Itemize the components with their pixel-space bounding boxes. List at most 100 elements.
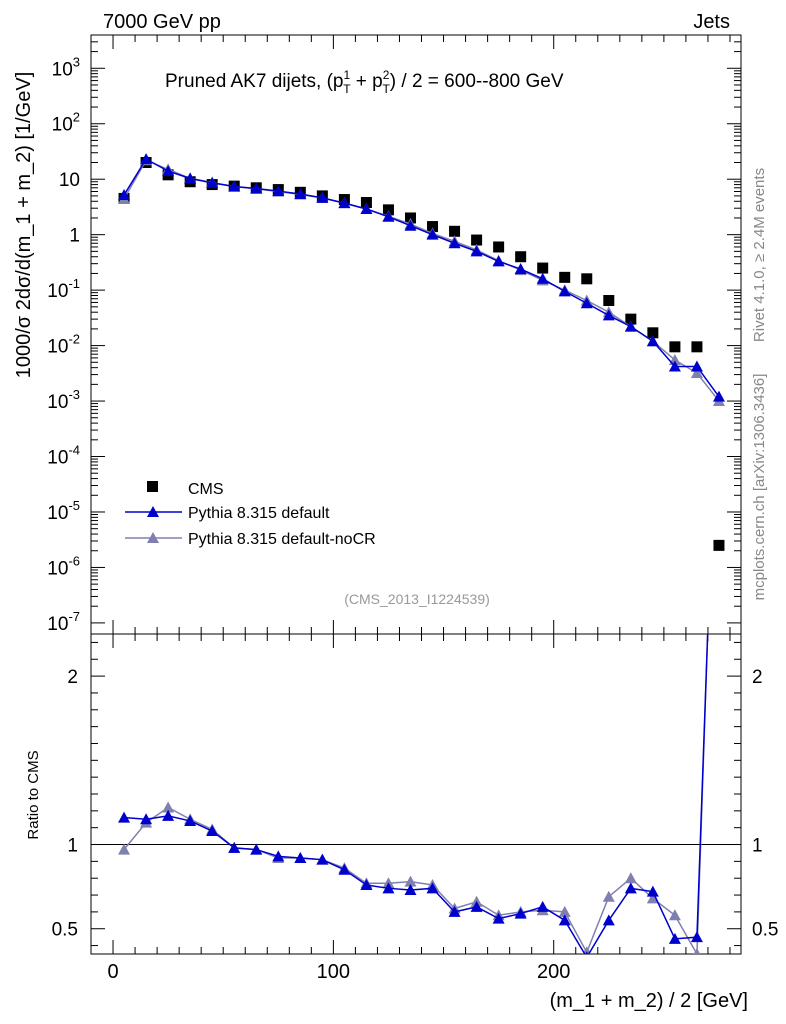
cms-data-point (581, 273, 593, 285)
main-y-axis-label: 1000/σ 2dσ/d(m_1 + m_2) [1/GeV] (13, 72, 35, 379)
mc-point-default (558, 285, 571, 297)
ratio-y-tick-label-right: 2 (752, 667, 763, 688)
mc-point-default (690, 360, 703, 372)
ratio-point-default (118, 811, 131, 823)
mc-point-default (316, 191, 329, 203)
ratio-point-default (690, 931, 703, 943)
cms-data-point (691, 341, 703, 353)
ratio-marks (118, 634, 709, 954)
cms-data-point (449, 225, 461, 237)
ratio-point-default (382, 882, 395, 894)
legend-label-default: Pythia 8.315 default (188, 505, 330, 522)
mc-point-default (646, 335, 659, 347)
y-tick-label: 10-6 (47, 553, 80, 579)
ratio-point-default (646, 885, 659, 897)
mc-point-default (206, 176, 219, 188)
ratio-point-nocr (118, 843, 131, 855)
category-label: Jets (693, 11, 730, 33)
ratio-point-default (272, 850, 285, 862)
ratio-line-default (123, 634, 709, 954)
ratio-point-nocr (646, 892, 659, 904)
cms-data-point (713, 539, 725, 551)
mc-point-default (580, 297, 593, 309)
ratio-point-default (250, 843, 263, 855)
axes-layer: 0 100 20010-710-610-510-410-310-210-111010… (47, 35, 778, 983)
legend-marker-default (147, 506, 159, 517)
x-axis-label: (m_1 + m_2) / 2 [GeV] (550, 990, 748, 1012)
ratio-point-default (624, 882, 637, 894)
ratio-point-default (140, 813, 153, 825)
mcplots-label: mcplots.cern.ch [arXiv:1306.3436] (751, 374, 768, 601)
ratio-point-nocr (162, 801, 175, 813)
ratio-point-nocr (582, 946, 591, 954)
mc-point-default (536, 272, 549, 284)
ratio-y-tick-label: 0.5 (52, 920, 78, 941)
mc-point-default (360, 203, 373, 215)
cms-data-point (471, 234, 483, 246)
collision-label: 7000 GeV pp (103, 11, 221, 33)
ratio-point-nocr (558, 905, 571, 917)
cms-data-point (537, 262, 549, 274)
cms-data-point (515, 251, 527, 263)
ratio-point-default (536, 900, 549, 912)
cms-data-point (669, 341, 681, 353)
ratio-point-nocr (693, 948, 701, 954)
ratio-point-nocr (404, 875, 417, 887)
ratio-point-nocr (668, 909, 681, 921)
ratio-point-default (470, 900, 483, 912)
ratio-point-default (514, 907, 527, 919)
cms-data-point (559, 271, 571, 283)
cms-data-point (603, 295, 615, 307)
mc-point-default (140, 153, 153, 165)
ratio-point-default (184, 814, 197, 826)
cms-data-point (404, 212, 416, 224)
ratio-y-tick-label: 1 (67, 836, 78, 857)
ratio-point-default (316, 853, 329, 865)
cms-data-point (647, 327, 659, 339)
y-tick-label: 103 (52, 54, 80, 80)
ratio-y-tick-label-right: 1 (752, 836, 763, 857)
y-tick-label: 1 (69, 226, 80, 247)
mc-point-default (162, 165, 175, 177)
ratio-point-default (585, 951, 589, 954)
ratio-point-default (360, 878, 373, 890)
ratio-point-nocr (624, 872, 637, 884)
y-tick-label: 10-2 (47, 332, 80, 358)
mc-point-default (338, 197, 351, 209)
rivet-label: Rivet 4.1.0, ≥ 2.4M events (751, 168, 768, 342)
y-tick-label: 10-5 (47, 498, 80, 524)
ratio-panel-frame (90, 633, 742, 955)
legend: CMS Pythia 8.315 default Pythia 8.315 de… (125, 481, 376, 548)
ratio-point-default (206, 825, 219, 837)
mc-point-nocr (690, 367, 703, 379)
mc-point-default (404, 219, 417, 231)
mc-point-default (712, 390, 725, 402)
mc-point-default (184, 172, 197, 184)
analysis-id: (CMS_2013_I1224539) (344, 591, 490, 607)
mc-point-default (382, 210, 395, 222)
y-tick-label: 10-4 (47, 443, 80, 469)
mc-point-default (470, 245, 483, 257)
ratio-point-default (558, 914, 571, 926)
ratio-y-tick-label-right: 0.5 (752, 920, 778, 941)
mc-line-default (123, 158, 720, 398)
ratio-point-default (492, 912, 505, 924)
mc-point-default (624, 320, 637, 332)
y-tick-label: 102 (52, 110, 80, 136)
y-tick-label: 10-7 (47, 609, 80, 635)
mc-point-default (118, 188, 131, 200)
ratio-point-default (602, 914, 615, 926)
ratio-y-axis-label: Ratio to CMS (25, 750, 42, 839)
x-tick-label: 200 (537, 961, 570, 983)
mc-line-nocr (123, 159, 720, 402)
x-tick-label: 0 (107, 961, 118, 983)
ratio-point-default (404, 884, 417, 895)
mc-point-default (668, 360, 681, 372)
mc-point-default (448, 237, 461, 249)
ratio-point-default (338, 863, 351, 875)
mc-point-default (294, 188, 307, 200)
mc-point-default (602, 309, 615, 321)
legend-label-nocr: Pythia 8.315 default-noCR (188, 531, 376, 548)
y-tick-label: 10-3 (47, 387, 80, 413)
ratio-point-default (228, 841, 241, 853)
